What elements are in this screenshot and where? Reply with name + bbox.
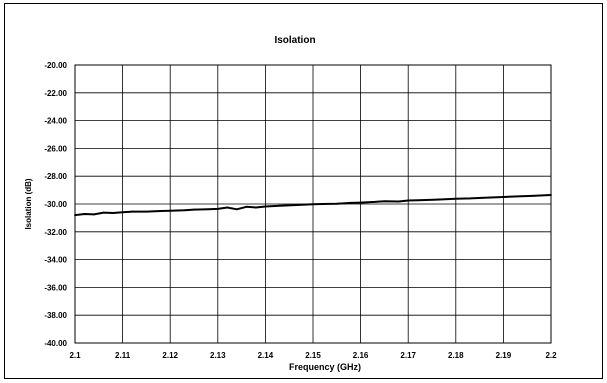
isolation-data-point: [121, 211, 124, 214]
chart-frame: Isolation 2.1 2.11 2.12 2.13 2.14 2.15 2.16 2.1…: [4, 3, 603, 379]
isolation-data-point: [254, 206, 257, 209]
isolation-data-point: [359, 201, 362, 204]
x-tick-label: 2.12: [162, 351, 178, 360]
isolation-data-point: [516, 195, 519, 198]
x-tick-label: 2.19: [496, 351, 512, 360]
isolation-data-point: [235, 208, 238, 211]
y-tick-label: -32.00: [44, 228, 67, 237]
isolation-chart: Isolation 2.1 2.11 2.12 2.13 2.14 2.15 2.16 2.1…: [24, 35, 557, 372]
isolation-data-point: [550, 194, 552, 196]
isolation-data-point: [293, 204, 295, 207]
chart-title: Isolation: [274, 35, 315, 46]
isolation-data-point: [278, 204, 281, 207]
y-tick-label: -22.00: [44, 89, 67, 98]
y-tick-label: -30.00: [44, 200, 67, 209]
y-tick-label: -36.00: [44, 283, 67, 292]
x-tick-label: 2.11: [115, 351, 131, 360]
x-tick-label: 2.17: [400, 351, 416, 360]
isolation-data-point: [226, 206, 229, 209]
isolation-data-point: [264, 205, 267, 208]
isolation-data-point: [383, 200, 386, 203]
isolation-data-point: [407, 199, 410, 202]
y-tick-label: -38.00: [44, 311, 67, 320]
isolation-data-point: [502, 196, 505, 198]
y-tick-label: -24.00: [44, 117, 67, 126]
isolation-data-point: [102, 211, 105, 214]
y-tick-label: -40.00: [44, 339, 67, 348]
grid-layer: [74, 64, 552, 344]
isolation-data-point: [169, 209, 172, 212]
isolation-data-point: [321, 203, 324, 205]
y-tick-label: -34.00: [44, 256, 67, 265]
isolation-data-point: [312, 203, 314, 206]
x-tick-label: 2.2: [545, 351, 557, 360]
y-axis-title: Isolation (dB): [24, 178, 33, 229]
isolation-data-point: [159, 210, 162, 212]
isolation-data-point: [454, 197, 457, 200]
isolation-data-point: [397, 200, 400, 203]
y-tick-label: -26.00: [44, 144, 67, 153]
isolation-data-point: [350, 201, 352, 204]
isolation-data-point: [373, 201, 376, 203]
isolation-data-point: [93, 213, 95, 216]
isolation-data-point: [483, 196, 486, 199]
x-tick-label: 2.13: [210, 351, 226, 360]
x-tick-label: 2.14: [258, 351, 274, 360]
isolation-data-point: [193, 208, 195, 211]
x-axis-title: Frequency (GHz): [289, 362, 361, 372]
x-tick-label: 2.18: [448, 351, 464, 360]
isolation-data-point: [74, 214, 76, 217]
tick-layer: 2.1 2.11 2.12 2.13 2.14 2.15 2.16 2.17 2.18 2.19 2…: [44, 61, 557, 360]
series-layer: [74, 194, 552, 217]
isolation-data-point: [531, 195, 533, 197]
isolation-data-point: [145, 210, 148, 213]
isolation-data-point: [112, 212, 114, 214]
isolation-data-point: [435, 198, 438, 201]
x-tick-label: 2.1: [69, 351, 81, 360]
y-tick-label: -28.00: [44, 172, 67, 181]
isolation-data-point: [335, 202, 338, 205]
isolation-data-point: [245, 205, 248, 208]
isolation-data-point: [183, 209, 186, 212]
isolation-data-point: [83, 213, 86, 215]
isolation-data-point: [469, 197, 471, 200]
isolation-data-point: [216, 207, 219, 210]
isolation-data-point: [421, 199, 424, 202]
y-tick-label: -20.00: [44, 61, 67, 70]
x-tick-label: 2.16: [353, 351, 369, 360]
isolation-data-point: [131, 210, 134, 213]
x-tick-label: 2.15: [305, 351, 321, 360]
isolation-data-point: [207, 208, 210, 211]
